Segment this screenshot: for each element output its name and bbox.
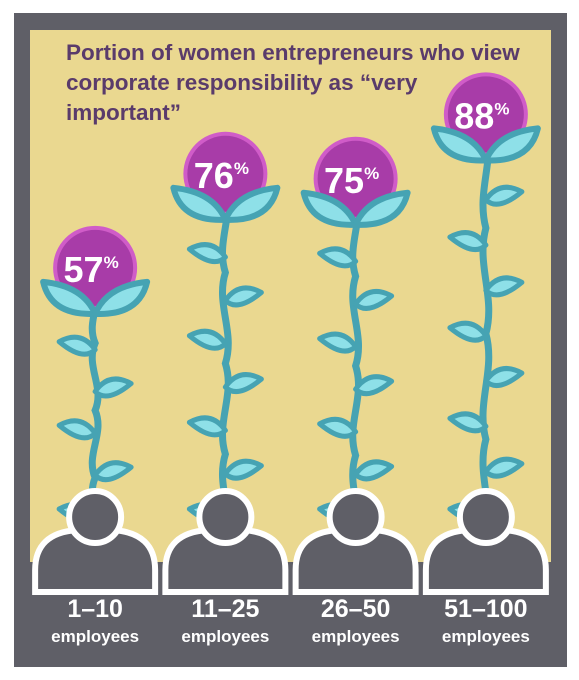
category-unit-label: employees xyxy=(442,627,530,646)
flower-stem-icon xyxy=(349,183,363,549)
value-bubble xyxy=(187,135,264,212)
leaf-icon xyxy=(483,275,525,298)
leaf-icon xyxy=(170,184,229,223)
plant-group: 88% xyxy=(430,72,541,549)
leaf-icon xyxy=(483,366,525,389)
leaf-icon xyxy=(317,331,359,354)
flower-stem-icon xyxy=(219,178,232,549)
leaf-icon xyxy=(56,334,98,357)
person-icon xyxy=(162,488,289,595)
value-label: 75% xyxy=(324,160,379,201)
leaf-icon xyxy=(222,285,264,308)
plant-group: 76% xyxy=(170,131,281,549)
value-label: 76% xyxy=(194,155,249,196)
leaf-icon xyxy=(317,246,359,269)
value-label: 57% xyxy=(64,249,119,290)
leaf-icon xyxy=(483,456,525,479)
category-range-label: 51–100 xyxy=(444,595,527,623)
category-unit-label: employees xyxy=(51,627,139,646)
value-bubble xyxy=(317,140,394,217)
leaf-icon xyxy=(447,230,489,253)
leaf-icon xyxy=(353,288,395,311)
category-range-label: 11–25 xyxy=(191,595,259,623)
value-bubble xyxy=(447,76,524,153)
plant-group: 75% xyxy=(300,136,411,549)
leaf-icon xyxy=(56,418,98,441)
leaf-icon xyxy=(353,374,395,397)
leaf-icon xyxy=(353,459,395,482)
category-range-label: 26–50 xyxy=(321,595,391,623)
chart-title: Portion of women entrepreneurs who view … xyxy=(66,40,520,125)
person-head xyxy=(66,488,125,546)
plant-group: 57% xyxy=(40,225,151,549)
category-unit-label: employees xyxy=(181,627,269,646)
person-head xyxy=(196,488,255,546)
leaf-icon xyxy=(447,320,489,343)
person-icon xyxy=(32,488,159,595)
leaf-icon xyxy=(186,242,228,265)
leaf-icon xyxy=(186,328,228,351)
category-range-label: 1–10 xyxy=(67,595,123,623)
leaf-icon xyxy=(92,460,134,483)
leaf-icon xyxy=(222,458,264,481)
person-icon xyxy=(422,488,549,595)
person-icon xyxy=(292,488,419,595)
leaf-icon xyxy=(430,125,489,164)
category-unit-label: employees xyxy=(312,627,400,646)
leaf-icon xyxy=(40,278,99,317)
leaf-icon xyxy=(447,411,489,434)
value-bubble xyxy=(57,229,134,306)
person-head xyxy=(456,488,515,546)
leaf-icon xyxy=(186,415,228,438)
leaf-icon xyxy=(222,184,281,223)
leaf-icon xyxy=(92,278,151,317)
leaf-icon xyxy=(482,125,541,164)
value-label: 88% xyxy=(454,95,509,136)
leaf-icon xyxy=(92,376,134,399)
leaf-icon xyxy=(300,189,359,228)
leaf-icon xyxy=(483,184,525,207)
leaf-icon xyxy=(317,416,359,439)
person-head xyxy=(326,488,385,546)
leaf-icon xyxy=(222,372,264,395)
leaf-icon xyxy=(352,189,411,228)
